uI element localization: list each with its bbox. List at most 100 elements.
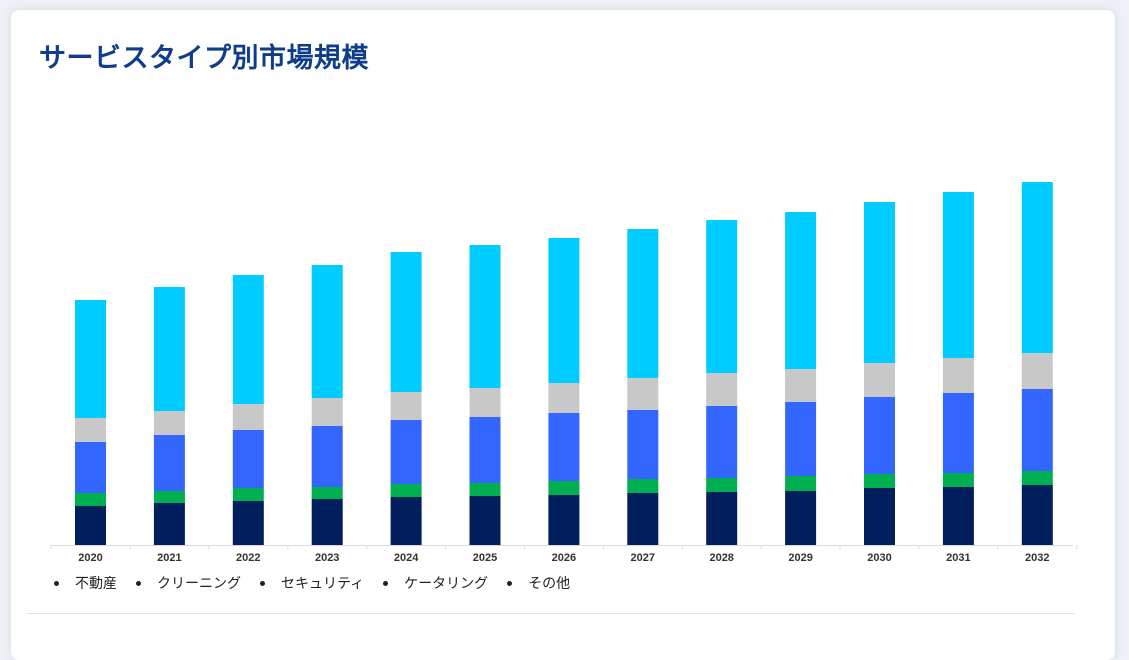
bar-segment-catering-2027[interactable] [627, 378, 659, 410]
x-tick-label: 2024 [394, 552, 419, 564]
x-tick-label: 2023 [315, 552, 339, 564]
bar-segment-security-2023[interactable] [311, 426, 343, 487]
bar-segment-security-2027[interactable] [627, 410, 659, 479]
legend-bullet-icon [136, 580, 141, 586]
bar-segment-security-2028[interactable] [706, 406, 738, 478]
bar-segment-catering-2026[interactable] [548, 383, 580, 413]
divider [27, 613, 1075, 614]
x-tick-label: 2031 [946, 552, 970, 564]
bar-segment-other-2030[interactable] [864, 202, 895, 363]
bar-segment-cleaning-2031[interactable] [942, 473, 974, 487]
bar-segment-real-estate-2027[interactable] [627, 493, 659, 545]
bar-segment-catering-2031[interactable] [942, 358, 974, 393]
bar-segment-other-2020[interactable] [75, 300, 106, 418]
bar-2032 [1021, 182, 1053, 545]
legend-item-security[interactable]: セキュリティ [260, 573, 364, 593]
x-tick-label: 2025 [473, 552, 497, 564]
bar-segment-security-2021[interactable] [153, 435, 185, 491]
bar-segment-real-estate-2028[interactable] [706, 492, 738, 545]
bar-segment-security-2024[interactable] [390, 420, 422, 484]
legend-bullet-icon [383, 580, 389, 586]
bar-segment-real-estate-2026[interactable] [548, 495, 580, 545]
bar-segment-real-estate-2024[interactable] [390, 497, 422, 545]
bar-segment-other-2031[interactable] [942, 192, 974, 358]
bar-segment-catering-2025[interactable] [469, 388, 501, 417]
bar-segment-catering-2023[interactable] [311, 398, 343, 426]
bar-segment-real-estate-2023[interactable] [311, 499, 343, 545]
legend: 不動産 クリーニング セキュリティ ケータリング その他 [54, 573, 589, 593]
bar-segment-catering-2020[interactable] [75, 418, 106, 442]
bar-2031 [942, 192, 974, 545]
bar-segment-security-2030[interactable] [864, 397, 895, 474]
legend-bullet-icon [507, 580, 513, 586]
legend-label: 不動産 [75, 576, 117, 592]
legend-label: ケータリング [404, 576, 489, 592]
bar-segment-security-2026[interactable] [548, 413, 580, 481]
bar-segment-security-2029[interactable] [785, 402, 817, 476]
legend-item-cleaning[interactable]: クリーニング [136, 573, 241, 593]
legend-item-real-estate[interactable]: 不動産 [54, 573, 117, 593]
bar-segment-cleaning-2020[interactable] [75, 493, 106, 506]
x-tick-label: 2022 [236, 552, 260, 564]
x-tick-label: 2021 [157, 552, 181, 564]
x-axis-ticks [50, 545, 1078, 549]
bar-segment-real-estate-2020[interactable] [75, 506, 106, 545]
bar-segment-real-estate-2029[interactable] [785, 491, 817, 545]
bar-segment-other-2027[interactable] [627, 229, 659, 378]
bar-segment-catering-2022[interactable] [232, 404, 264, 430]
bar-segment-catering-2024[interactable] [390, 392, 422, 420]
legend-item-catering[interactable]: ケータリング [383, 573, 488, 593]
bar-segment-real-estate-2031[interactable] [942, 487, 974, 545]
bar-segment-real-estate-2021[interactable] [153, 503, 185, 545]
bar-2021 [153, 287, 185, 545]
bar-segment-catering-2032[interactable] [1021, 353, 1053, 389]
bar-segment-real-estate-2025[interactable] [469, 496, 501, 545]
bar-2027 [627, 229, 659, 545]
bar-segment-cleaning-2023[interactable] [311, 487, 343, 499]
bar-segment-cleaning-2026[interactable] [548, 481, 580, 495]
bar-segment-security-2031[interactable] [942, 393, 974, 473]
bar-segment-other-2028[interactable] [706, 220, 738, 373]
bar-segment-real-estate-2032[interactable] [1021, 485, 1053, 545]
bar-segment-cleaning-2027[interactable] [627, 479, 659, 493]
bar-segment-cleaning-2029[interactable] [785, 476, 817, 491]
stacked-bar-chart: 2020 2021 2022 2023 2024 2025 2026 2027 2028 2029… [50, 182, 1078, 564]
legend-label: クリーニング [157, 576, 241, 592]
bar-segment-other-2024[interactable] [390, 252, 422, 392]
bar-segment-security-2025[interactable] [469, 417, 501, 483]
bar-segment-catering-2030[interactable] [864, 363, 895, 397]
bar-segment-cleaning-2025[interactable] [469, 483, 501, 496]
bar-segment-other-2021[interactable] [153, 287, 185, 411]
bar-segment-real-estate-2030[interactable] [864, 488, 895, 545]
bar-segment-cleaning-2024[interactable] [390, 484, 422, 497]
legend-label: その他 [528, 576, 571, 592]
x-tick-label: 2026 [552, 552, 576, 564]
x-axis-labels: 2020 2021 2022 2023 2024 2025 2026 2027 2028 2029… [78, 552, 1049, 564]
x-tick-label: 2032 [1025, 552, 1049, 564]
bar-segment-cleaning-2022[interactable] [232, 488, 264, 501]
bar-segment-security-2022[interactable] [232, 430, 264, 488]
bar-segment-security-2020[interactable] [75, 442, 106, 493]
bar-2028 [706, 220, 738, 545]
bar-2020 [75, 300, 106, 545]
bar-segment-other-2029[interactable] [785, 212, 817, 369]
bar-segment-other-2026[interactable] [548, 238, 580, 383]
x-tick-label: 2030 [867, 552, 891, 564]
bar-segment-cleaning-2032[interactable] [1021, 471, 1053, 485]
bar-segment-catering-2021[interactable] [153, 411, 185, 435]
legend-item-other[interactable]: その他 [507, 573, 570, 593]
bar-segment-other-2032[interactable] [1021, 182, 1053, 353]
bar-2029 [785, 212, 817, 545]
bar-segment-catering-2028[interactable] [706, 373, 738, 406]
bar-segment-cleaning-2030[interactable] [864, 474, 895, 488]
bar-segment-other-2022[interactable] [232, 275, 264, 404]
bar-2022 [232, 275, 264, 545]
bar-segment-catering-2029[interactable] [785, 369, 817, 402]
bar-segment-cleaning-2021[interactable] [153, 491, 185, 503]
bar-segment-security-2032[interactable] [1021, 389, 1053, 471]
bar-segment-other-2025[interactable] [469, 245, 501, 388]
bar-segment-other-2023[interactable] [311, 265, 343, 398]
bar-2026 [548, 238, 580, 545]
bar-segment-real-estate-2022[interactable] [232, 501, 264, 545]
bar-segment-cleaning-2028[interactable] [706, 478, 738, 492]
